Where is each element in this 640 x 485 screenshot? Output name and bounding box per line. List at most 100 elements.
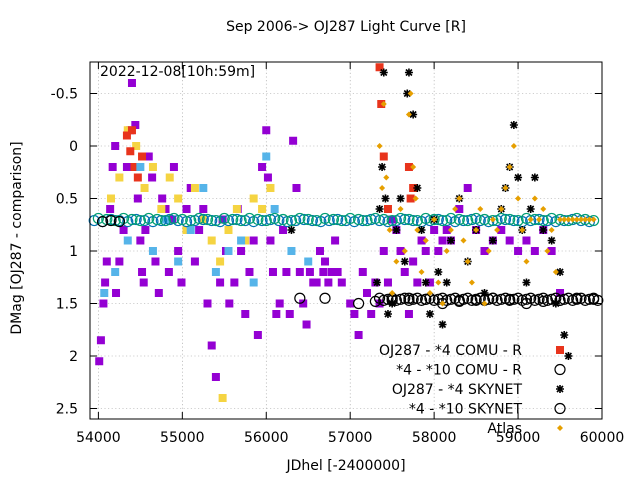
data-point xyxy=(352,297,365,310)
data-point xyxy=(195,226,204,234)
data-point xyxy=(211,373,220,381)
data-point xyxy=(123,236,132,245)
data-point xyxy=(539,226,548,234)
data-point xyxy=(403,213,415,226)
data-point xyxy=(428,294,440,306)
legend-label: *4 - *10 SKYNET xyxy=(409,402,523,418)
data-point xyxy=(457,214,470,227)
data-point xyxy=(567,294,579,306)
data-point xyxy=(206,214,218,227)
data-point xyxy=(434,247,443,255)
data-point xyxy=(556,268,565,276)
data-point xyxy=(379,68,388,77)
data-point xyxy=(199,205,208,213)
data-point xyxy=(211,268,220,276)
y-axis-title: DMag [OJ287 - comparison] xyxy=(9,141,25,334)
data-point xyxy=(235,214,247,227)
data-point xyxy=(168,212,180,225)
data-point xyxy=(106,194,115,203)
data-point xyxy=(447,227,454,233)
data-point xyxy=(119,226,128,234)
data-point xyxy=(582,216,589,223)
timestamp-label: 2022-12-08[10h:59m] xyxy=(100,64,255,80)
data-point xyxy=(245,268,254,276)
data-point xyxy=(533,213,545,226)
data-point xyxy=(155,214,167,227)
data-point xyxy=(497,226,506,234)
data-point xyxy=(378,213,390,226)
data-point xyxy=(552,269,559,275)
data-point xyxy=(466,294,478,306)
x-tick-label: 56000 xyxy=(244,430,289,446)
y-tick-label: 0 xyxy=(69,139,78,155)
y-tick-label: 0.5 xyxy=(56,192,78,208)
data-point xyxy=(207,341,216,350)
data-point xyxy=(554,294,566,306)
data-point xyxy=(126,213,138,226)
data-point xyxy=(512,214,524,227)
data-point xyxy=(586,216,593,223)
x-tick-label: 60000 xyxy=(580,430,625,446)
data-point xyxy=(182,205,191,213)
y-tick-label: 2 xyxy=(69,349,78,365)
data-point xyxy=(95,357,104,366)
data-point xyxy=(404,310,413,318)
legend-label: *4 - *10 COMU - R xyxy=(396,363,522,379)
series-3 xyxy=(100,152,313,297)
data-point xyxy=(165,173,174,182)
data-point xyxy=(218,215,227,224)
data-point xyxy=(337,278,346,287)
data-point xyxy=(262,152,271,161)
data-point xyxy=(258,205,267,213)
data-point xyxy=(249,194,258,203)
series-1 xyxy=(106,126,275,402)
data-point xyxy=(413,184,422,192)
data-point xyxy=(130,163,139,171)
data-point xyxy=(536,216,543,223)
data-point xyxy=(123,126,132,135)
data-point xyxy=(367,310,376,318)
data-point xyxy=(218,212,230,225)
data-point xyxy=(174,257,183,266)
data-point xyxy=(418,269,425,275)
data-point xyxy=(397,206,404,212)
data-point xyxy=(151,213,163,226)
legend-label: OJ287 - *4 SKYNET xyxy=(392,382,523,398)
data-point xyxy=(442,278,451,287)
data-point xyxy=(159,214,172,227)
data-point xyxy=(230,278,239,287)
data-point xyxy=(241,236,250,245)
data-point xyxy=(324,278,333,287)
data-point xyxy=(523,258,530,265)
series-2 xyxy=(122,126,147,182)
plot-frame xyxy=(89,61,603,420)
data-point xyxy=(256,214,268,227)
data-point xyxy=(504,294,516,306)
data-point xyxy=(409,257,418,266)
data-point xyxy=(102,257,111,266)
data-point xyxy=(409,110,418,119)
data-point xyxy=(164,213,176,226)
data-point xyxy=(516,294,528,306)
data-point xyxy=(558,293,570,305)
data-point xyxy=(275,299,284,308)
data-point xyxy=(508,214,520,227)
data-point xyxy=(158,194,167,203)
data-point xyxy=(218,394,227,402)
data-point xyxy=(491,294,503,306)
data-point xyxy=(141,226,150,234)
chart-title: Sep 2006-> OJ287 Light Curve [R] xyxy=(226,19,466,35)
data-point xyxy=(410,164,417,170)
data-point xyxy=(579,294,591,306)
data-point xyxy=(394,212,407,225)
data-point xyxy=(442,226,451,234)
data-point xyxy=(378,294,390,306)
data-point xyxy=(210,214,222,227)
data-point xyxy=(571,293,583,305)
data-point xyxy=(414,227,421,233)
data-point xyxy=(392,226,401,234)
data-point xyxy=(115,257,124,266)
data-point xyxy=(400,257,409,266)
data-point xyxy=(287,226,296,234)
